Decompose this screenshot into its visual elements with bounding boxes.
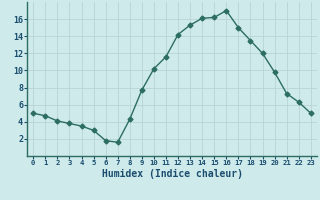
X-axis label: Humidex (Indice chaleur): Humidex (Indice chaleur)	[101, 169, 243, 179]
